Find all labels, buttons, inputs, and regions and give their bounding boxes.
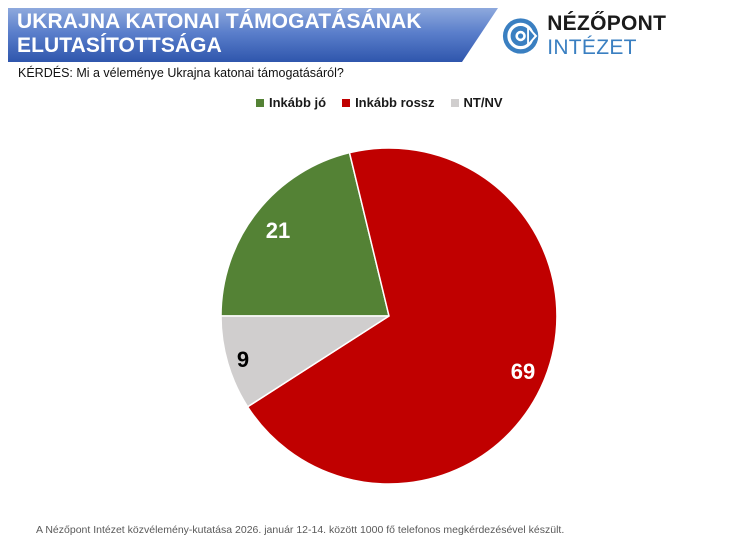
legend-swatch-green	[256, 98, 264, 107]
legend-label: NT/NV	[463, 95, 503, 110]
nezopont-logo-icon	[502, 18, 539, 54]
legend-item-inkabb-rossz: Inkább rossz	[342, 95, 435, 110]
legend-swatch-red	[342, 98, 351, 107]
chart-title: UKRAJNA KATONAI TÁMOGATÁSÁNAK ELUTASÍTOT…	[17, 10, 422, 57]
logo-word-nezopont: NÉZŐPONT	[547, 12, 667, 35]
chart-legend: Inkább jó Inkább rossz NT/NV	[256, 95, 503, 110]
slice-label-inkabb-jo: 21	[265, 218, 291, 243]
survey-question: KÉRDÉS: Mi a véleménye Ukrajna katonai t…	[18, 66, 344, 80]
pie-slice-nt-nv	[220, 315, 390, 408]
legend-item-inkabb-jo: Inkább jó	[256, 95, 326, 110]
slice-label-inkabb-rossz: 69	[510, 359, 536, 384]
pie-slice-inkabb-rossz	[246, 147, 558, 485]
legend-swatch-grey	[450, 98, 459, 107]
pie-slice-inkabb-jo	[220, 151, 390, 317]
footnote: A Nézőpont Intézet közvélemény-kutatása …	[36, 524, 565, 536]
logo-word-intezet: INTÉZET	[547, 36, 637, 59]
legend-label: Inkább jó	[269, 95, 327, 110]
logo-wordmark: NÉZŐPONT INTÉZET	[547, 12, 747, 60]
legend-label: Inkább rossz	[355, 95, 435, 110]
nezopont-logo: NÉZŐPONT INTÉZET	[502, 12, 747, 60]
legend-item-nt-nv: NT/NV	[450, 95, 503, 110]
title-banner: UKRAJNA KATONAI TÁMOGATÁSÁNAK ELUTASÍTOT…	[8, 8, 498, 62]
slice-label-nt-nv: 9	[236, 347, 250, 372]
